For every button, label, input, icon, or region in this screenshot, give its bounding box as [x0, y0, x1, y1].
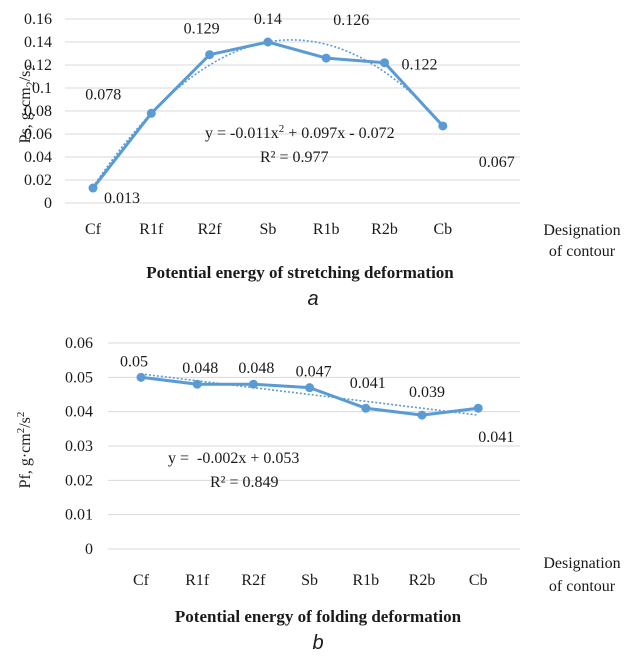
chart-b: 0 0.01 0.02 0.03 0.04 0.05 0.06 Cf R1f R2f Sb R1b R…	[15, 335, 621, 654]
y-tick-label: 0.1	[32, 80, 52, 97]
chart-title-a: Potential energy of stretching deformati…	[146, 263, 454, 282]
data-point	[263, 37, 273, 47]
data-label: 0.067	[479, 154, 515, 171]
x-ticks-b: Cf R1f R2f Sb R1b R2b Cb	[133, 572, 488, 589]
data-point	[192, 379, 202, 389]
x-ticks-a: Cf R1f R2f Sb R1b R2b Cb	[85, 221, 452, 238]
x-tick-label: Cf	[133, 572, 150, 589]
x-tick-label: R1b	[313, 221, 340, 238]
x-axis-label-a-line1: Designation	[543, 222, 620, 239]
data-label: 0.05	[120, 353, 148, 370]
grid-b	[108, 342, 520, 550]
y-tick-label: 0.12	[24, 57, 52, 74]
data-label: 0.126	[333, 12, 369, 29]
data-point	[136, 372, 146, 382]
data-point	[361, 403, 371, 413]
trend-r2-a: R² = 0.977	[260, 149, 329, 166]
data-point	[88, 183, 98, 193]
x-tick-label: R2f	[198, 221, 223, 238]
data-point	[473, 403, 483, 413]
x-tick-label: R2b	[371, 221, 398, 238]
x-axis-label-b-line1: Designation	[543, 555, 620, 572]
y-tick-label: 0.02	[65, 472, 93, 489]
data-label: 0.039	[409, 384, 445, 401]
x-tick-label: R2f	[241, 572, 266, 589]
data-point	[305, 383, 315, 393]
y-tick-label: 0.02	[24, 172, 52, 189]
trend-equation-b: y = -0.002x + 0.053	[168, 450, 299, 467]
data-point	[380, 58, 389, 68]
y-ticks-a: 0 0.02 0.04 0.06 0.08 0.1 0.12 0.14 0.16	[24, 11, 52, 212]
x-tick-label: R1b	[352, 572, 379, 589]
y-tick-label: 0.16	[24, 11, 52, 28]
data-label: 0.048	[238, 360, 274, 377]
y-tick-label: 0.01	[65, 507, 93, 524]
data-label: 0.078	[85, 86, 121, 103]
y-tick-label: 0.04	[65, 404, 93, 421]
y-tick-label: 0.05	[65, 369, 93, 386]
data-label: 0.122	[402, 57, 438, 74]
data-point	[146, 108, 156, 118]
data-label: 0.129	[184, 21, 220, 38]
y-axis-label-a: Ps, g·cm2/s2	[17, 65, 37, 144]
data-point	[321, 53, 331, 63]
y-tick-label: 0.14	[24, 34, 52, 51]
data-label: 0.041	[478, 429, 514, 446]
data-label: 0.041	[350, 375, 386, 392]
series-line	[91, 40, 444, 190]
trend-equation-a: y = -0.011x2 + 0.097x - 0.072	[205, 123, 395, 142]
data-point	[205, 50, 215, 60]
y-tick-label: 0.04	[24, 149, 52, 166]
y-tick-label: 0	[85, 541, 93, 558]
data-labels-a: 0.013 0.078 0.129 0.14 0.126 0.122 0.067	[85, 11, 515, 207]
y-tick-label: 0.03	[65, 438, 93, 455]
x-axis-label-b-line2: of contour	[549, 578, 616, 595]
chart-title-b: Potential energy of folding deformation	[175, 607, 462, 626]
data-point	[248, 379, 258, 389]
x-tick-label: R1f	[185, 572, 210, 589]
y-ticks-b: 0 0.01 0.02 0.03 0.04 0.05 0.06	[65, 335, 93, 558]
trend-r2-b: R² = 0.849	[210, 474, 279, 491]
data-point	[417, 410, 427, 420]
data-label: 0.14	[254, 11, 282, 28]
grid-a	[65, 18, 520, 204]
x-tick-label: R2b	[409, 572, 436, 589]
panel-letter-a: a	[307, 288, 318, 310]
series-a	[88, 37, 448, 193]
x-tick-label: Sb	[259, 221, 276, 238]
x-axis-label-a-line2: of contour	[549, 243, 616, 260]
y-tick-label: 0.06	[24, 126, 52, 143]
x-tick-label: Cb	[469, 572, 488, 589]
y-axis-label-b: Pf, g·cm2/s2	[15, 412, 34, 489]
x-tick-label: Cb	[433, 221, 452, 238]
y-tick-label: 0.08	[24, 103, 52, 120]
panel-letter-b: b	[312, 632, 323, 653]
data-label: 0.047	[296, 364, 332, 381]
x-tick-label: Cf	[85, 221, 102, 238]
y-tick-label: 0.06	[65, 335, 93, 352]
data-point	[438, 121, 448, 131]
data-label: 0.013	[104, 190, 140, 207]
y-tick-label: 0	[44, 195, 52, 212]
x-tick-label: Sb	[301, 572, 318, 589]
x-tick-label: R1f	[139, 221, 164, 238]
data-label: 0.048	[182, 360, 218, 377]
data-labels-b: 0.05 0.048 0.048 0.047 0.041 0.039 0.041	[120, 353, 514, 446]
series-b	[136, 372, 483, 420]
chart-a: 0 0.02 0.04 0.06 0.08 0.1 0.12 0.14 0.16 Cf R1f R2…	[17, 11, 621, 310]
